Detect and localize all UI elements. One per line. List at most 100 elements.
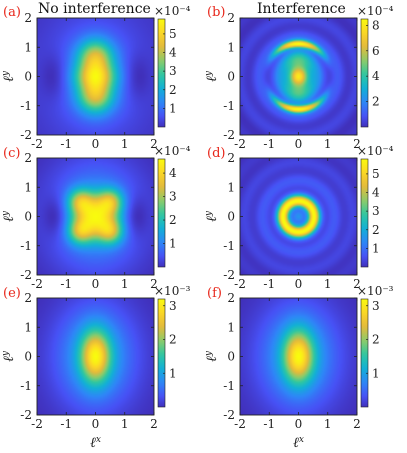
y-tick-label: 0 — [227, 70, 235, 84]
colorbar-e — [157, 298, 166, 408]
colorbar-c — [157, 158, 166, 268]
x-tick-label: -1 — [263, 417, 275, 431]
x-tick-label: 0 — [295, 277, 303, 291]
y-tick-label: 2 — [24, 151, 32, 165]
panel-label-f: (f) — [207, 286, 222, 301]
y-tick-label: 0 — [24, 210, 32, 224]
x-tick-label: -2 — [234, 277, 246, 291]
colorbar-tick-label: 2 — [372, 223, 380, 237]
y-tick-label: 2 — [227, 11, 235, 25]
x-axis-label: ℓx — [293, 435, 304, 451]
y-axis-label: ℓy — [204, 70, 220, 82]
colorbar-tick-label: 4 — [372, 69, 380, 83]
y-tick-label: 0 — [24, 70, 32, 84]
y-axis-label: ℓy — [204, 210, 220, 222]
x-tick-label: 2 — [353, 417, 361, 431]
y-axis-label: ℓy — [204, 350, 220, 362]
x-tick-label: -2 — [31, 277, 43, 291]
x-tick-label: 0 — [92, 417, 100, 431]
y-axis-label: ℓy — [1, 70, 17, 82]
y-tick-label: 0 — [227, 210, 235, 224]
heatmap-a — [37, 18, 154, 135]
panel-c: -2 -1 0 1 2 -2 -1 0 1 2 ℓy 1 2 3 4 ×10⁻⁴ — [1, 144, 191, 291]
y-tick-label: -1 — [223, 239, 235, 253]
x-tick-label: 1 — [121, 277, 129, 291]
x-tick-label: -1 — [263, 277, 275, 291]
colorbar-tick-label: 1 — [169, 101, 177, 115]
x-tick-label: 2 — [150, 417, 158, 431]
x-tick-label: -2 — [234, 417, 246, 431]
colorbar-exponent: ×10⁻³ — [357, 284, 394, 298]
colorbar-f — [360, 298, 369, 408]
y-axis-label: ℓy — [1, 350, 17, 362]
x-tick-label: -2 — [31, 137, 43, 151]
y-axis-label: ℓy — [1, 210, 17, 222]
y-tick-label: -2 — [223, 408, 235, 422]
colorbar-tick-label: 3 — [372, 204, 380, 218]
colorbar-tick-label: 4 — [169, 46, 177, 60]
x-tick-label: 1 — [324, 417, 332, 431]
colorbar-tick-label: 6 — [372, 44, 380, 58]
colorbar-tick-label: 2 — [169, 83, 177, 97]
colorbar-tick-label: 5 — [169, 27, 177, 41]
y-tick-label: 1 — [24, 180, 32, 194]
colorbar-exponent: ×10⁻⁴ — [154, 144, 191, 158]
heatmap-b — [240, 18, 357, 135]
colorbar-tick-label: 1 — [169, 237, 177, 251]
colorbar-tick-label: 1 — [372, 241, 380, 255]
panel-label-d: (d) — [207, 146, 226, 161]
y-tick-label: 1 — [227, 180, 235, 194]
y-tick-label: 0 — [227, 350, 235, 364]
x-tick-label: 0 — [295, 137, 303, 151]
colorbar-tick-label: 1 — [169, 366, 177, 380]
heatmap-d — [240, 158, 357, 275]
x-tick-label: 0 — [295, 417, 303, 431]
x-tick-label: -1 — [60, 277, 72, 291]
panel-label-a: (a) — [3, 5, 21, 20]
y-tick-label: 1 — [227, 320, 235, 334]
y-tick-label: -2 — [223, 268, 235, 282]
x-tick-label: 0 — [92, 137, 100, 151]
x-tick-label: 1 — [324, 277, 332, 291]
y-tick-label: -2 — [20, 408, 32, 422]
x-tick-label: 0 — [92, 277, 100, 291]
y-tick-label: 2 — [227, 151, 235, 165]
panel-f: -2 -1 0 1 2 -2 -1 0 1 2 ℓy ℓx 1 2 3×10⁻³ — [204, 284, 394, 451]
x-tick-label: 2 — [353, 137, 361, 151]
colorbar-a — [157, 18, 166, 128]
colorbar-tick-label: 2 — [169, 213, 177, 227]
x-tick-label: -2 — [31, 417, 43, 431]
colorbar-b — [360, 18, 369, 128]
x-tick-label: -2 — [234, 137, 246, 151]
colorbar-exponent: ×10⁻⁴ — [357, 144, 394, 158]
y-tick-label: -1 — [20, 379, 32, 393]
colorbar-tick-label: 4 — [372, 186, 380, 200]
colorbar-tick-label: 5 — [372, 167, 380, 181]
colorbar-tick-label: 3 — [169, 299, 177, 313]
panel-e: -2 -1 0 1 2 -2 -1 0 1 2 ℓy ℓx 1 2 3×10⁻³ — [1, 284, 191, 451]
y-tick-label: -1 — [20, 239, 32, 253]
x-tick-label: 2 — [150, 277, 158, 291]
y-tick-label: 2 — [24, 291, 32, 305]
y-tick-label: -2 — [223, 128, 235, 142]
x-axis-label: ℓx — [90, 435, 101, 451]
panel-label-c: (c) — [3, 146, 21, 161]
y-tick-label: 0 — [24, 350, 32, 364]
x-tick-label: 2 — [150, 137, 158, 151]
colorbar-tick-label: 2 — [169, 333, 177, 347]
colorbar-tick-label: 4 — [169, 166, 177, 180]
colorbar-tick-label: 8 — [372, 18, 380, 32]
panel-label-b: (b) — [207, 5, 226, 20]
colorbar-tick-label: 3 — [169, 190, 177, 204]
x-tick-label: 1 — [324, 137, 332, 151]
x-tick-label: -1 — [60, 417, 72, 431]
y-tick-label: 1 — [227, 40, 235, 54]
y-tick-label: -2 — [20, 128, 32, 142]
colorbar-tick-label: 1 — [372, 366, 380, 380]
colorbar-exponent: ×10⁻⁴ — [154, 4, 191, 18]
column-title-right: Interference — [257, 1, 346, 17]
y-tick-label: 1 — [24, 320, 32, 334]
colorbar-tick-label: 3 — [372, 299, 380, 313]
